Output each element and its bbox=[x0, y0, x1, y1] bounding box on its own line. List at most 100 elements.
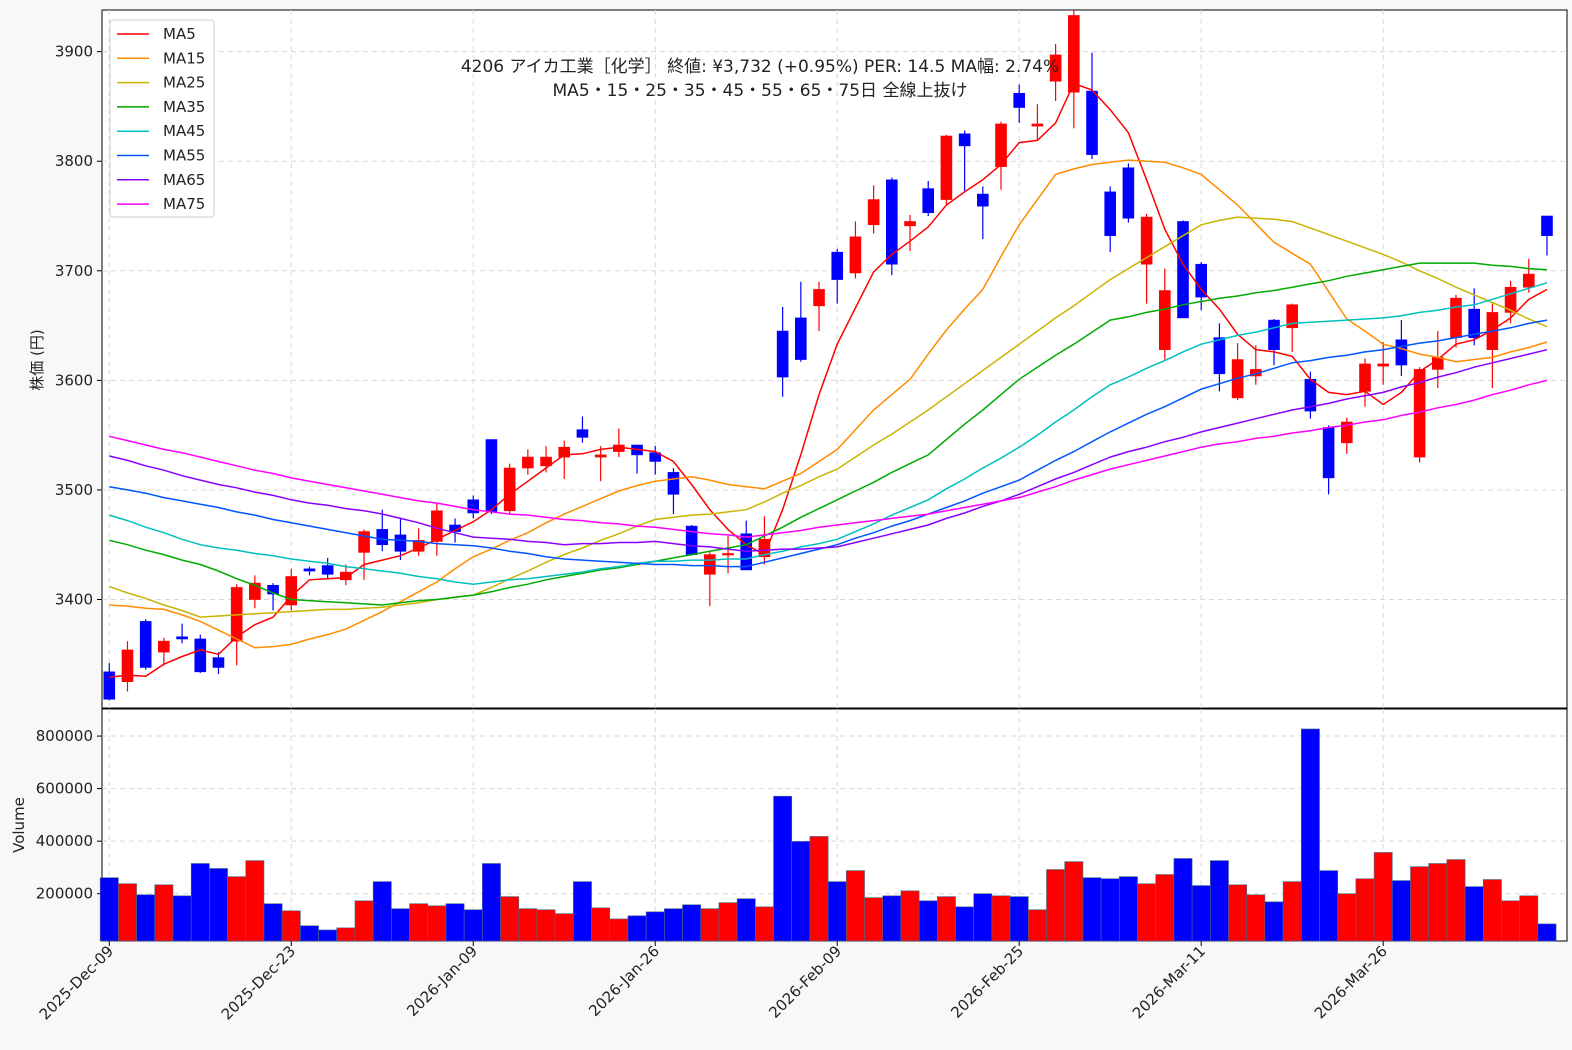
candle-body bbox=[1541, 215, 1553, 237]
candle-body bbox=[1031, 123, 1044, 127]
candle-body bbox=[212, 657, 225, 668]
volume-bar bbox=[900, 890, 920, 942]
chart-subtitle: MA5・15・25・35・45・55・65・75日 全線上抜け bbox=[553, 81, 968, 101]
volume-bar bbox=[372, 881, 392, 942]
x-tick-label: 2026-Mar-26 bbox=[1311, 942, 1391, 1022]
x-tick-label: 2025-Dec-09 bbox=[36, 942, 117, 1023]
candle-body bbox=[1068, 15, 1080, 93]
volume-bar bbox=[1119, 876, 1138, 942]
volume-bar bbox=[318, 929, 338, 942]
legend-label: MA35 bbox=[163, 98, 205, 116]
candle-body bbox=[886, 179, 898, 265]
volume-bar bbox=[736, 898, 756, 942]
chart-title: 4206 アイカ工業［化学］ 終値: ¥3,732 (+0.95%) PER: … bbox=[461, 57, 1059, 77]
volume-bar bbox=[99, 877, 119, 942]
candle-body bbox=[558, 446, 571, 458]
volume-bar bbox=[1428, 863, 1448, 942]
volume-bar bbox=[281, 910, 301, 942]
candle-body bbox=[758, 538, 771, 558]
candle-body bbox=[1504, 286, 1517, 313]
volume-bar bbox=[1009, 896, 1029, 942]
candle-body bbox=[1213, 337, 1226, 375]
volume-bar bbox=[1464, 886, 1484, 942]
volume-bar bbox=[227, 876, 247, 942]
volume-bar bbox=[809, 836, 829, 942]
volume-bar bbox=[1537, 923, 1557, 942]
candle-body bbox=[467, 499, 480, 514]
volume-bar bbox=[536, 909, 556, 942]
volume-bar bbox=[300, 925, 319, 942]
legend-label: MA5 bbox=[163, 25, 196, 43]
volume-bar bbox=[1391, 880, 1411, 942]
candle-body bbox=[594, 454, 607, 458]
candle-body bbox=[158, 640, 170, 653]
volume-bar bbox=[1173, 858, 1193, 942]
y-axis-label: 株価 (円) bbox=[28, 329, 46, 390]
volume-bar bbox=[573, 881, 592, 942]
candle-body bbox=[1522, 273, 1535, 288]
volume-bar bbox=[482, 863, 501, 942]
volume-bar bbox=[1300, 728, 1320, 942]
volume-bar bbox=[955, 906, 975, 942]
volume-bar bbox=[609, 918, 629, 942]
volume-bar bbox=[664, 908, 683, 942]
volume-bar bbox=[154, 884, 174, 942]
volume-bar bbox=[336, 927, 356, 942]
candle-body bbox=[1122, 167, 1135, 219]
volume-bar bbox=[354, 900, 374, 942]
candle-body bbox=[503, 467, 516, 512]
volume-bar bbox=[518, 908, 538, 942]
candle-body bbox=[194, 638, 207, 673]
candle-body bbox=[1340, 421, 1353, 444]
legend-box bbox=[109, 19, 215, 218]
volume-bar bbox=[864, 897, 884, 942]
volume-bar bbox=[1028, 909, 1047, 942]
volume-bar bbox=[1191, 885, 1211, 942]
legend-label: MA75 bbox=[163, 195, 205, 213]
candle-body bbox=[321, 565, 334, 575]
volume-bar bbox=[554, 913, 574, 942]
candle-body bbox=[958, 133, 971, 147]
volume-bar bbox=[1482, 879, 1502, 942]
volume-bar bbox=[136, 894, 156, 942]
candle-body bbox=[1468, 308, 1480, 338]
ma-line bbox=[109, 348, 1548, 553]
volume-bar bbox=[263, 903, 283, 942]
volume-bar bbox=[1264, 901, 1284, 942]
candle-body bbox=[1377, 363, 1389, 367]
volume-bar bbox=[1228, 884, 1248, 942]
candle-body bbox=[813, 289, 825, 307]
legend-label: MA55 bbox=[163, 147, 205, 165]
candle-body bbox=[776, 330, 789, 378]
candle-body bbox=[1268, 319, 1280, 350]
candle-body bbox=[1359, 363, 1371, 392]
volume-bar bbox=[1282, 881, 1302, 942]
volume-bar bbox=[245, 860, 265, 942]
candle-body bbox=[1013, 92, 1026, 108]
x-tick-label: 2026-Jan-09 bbox=[403, 942, 481, 1020]
candle-body bbox=[995, 123, 1007, 167]
candle-body bbox=[685, 525, 698, 555]
volume-bar bbox=[118, 883, 137, 942]
ma-line bbox=[109, 262, 1548, 606]
y-axis-label: Volume bbox=[10, 797, 28, 853]
y-tick-label: 400000 bbox=[36, 832, 93, 850]
volume-bar bbox=[1410, 866, 1429, 942]
candle-body bbox=[704, 554, 716, 575]
y-tick-label: 3800 bbox=[55, 152, 93, 170]
y-tick-label: 3600 bbox=[55, 371, 93, 389]
volume-bar bbox=[755, 906, 774, 942]
volume-bar bbox=[591, 907, 611, 942]
volume-bar bbox=[1319, 870, 1338, 942]
volume-bar bbox=[1519, 895, 1539, 942]
ma-line bbox=[109, 282, 1548, 585]
y-tick-label: 3900 bbox=[55, 43, 93, 61]
candle-body bbox=[1286, 304, 1298, 329]
candle-body bbox=[1395, 339, 1408, 366]
volume-bar bbox=[427, 905, 447, 942]
volume-bar bbox=[627, 915, 647, 942]
candle-body bbox=[977, 193, 989, 207]
candle-body bbox=[485, 439, 498, 513]
x-tick-label: 2026-Jan-26 bbox=[585, 942, 663, 1020]
